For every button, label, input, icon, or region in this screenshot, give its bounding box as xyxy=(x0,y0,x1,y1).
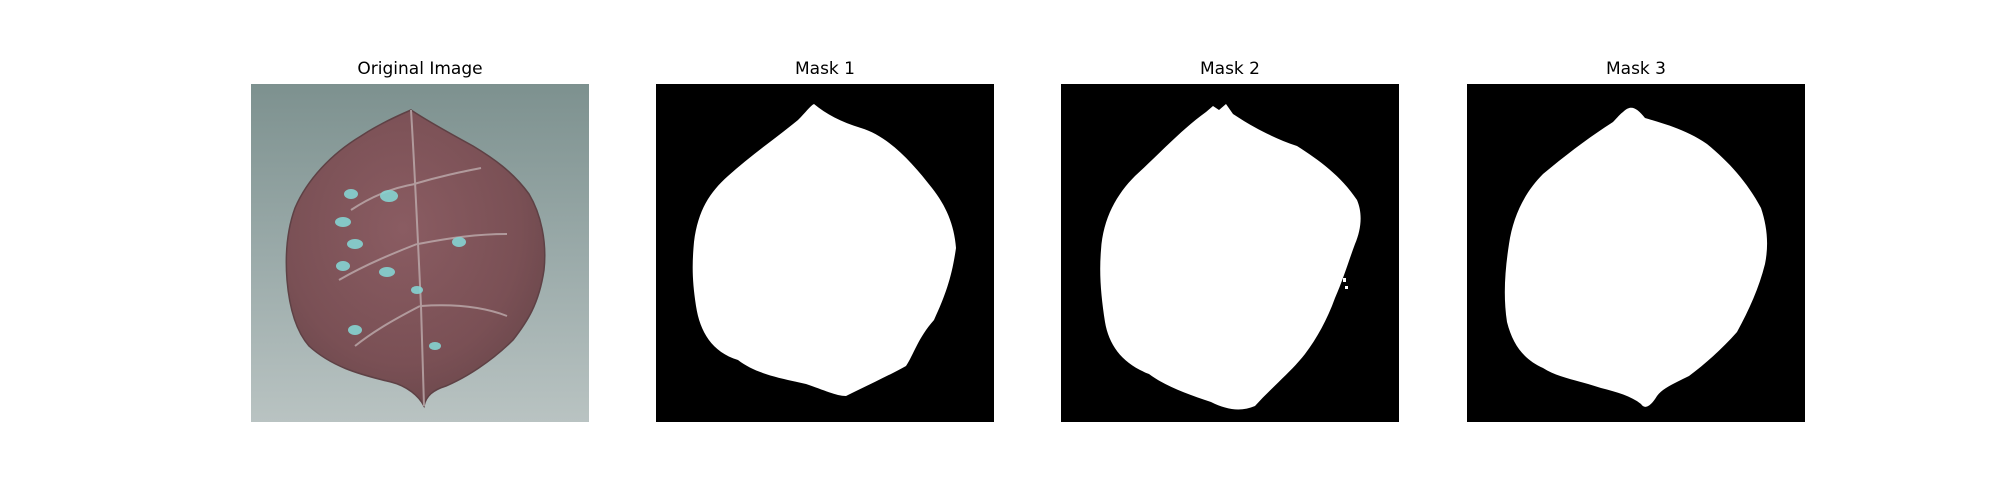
panel-title: Mask 2 xyxy=(1199,59,1260,79)
leaf-veins xyxy=(338,109,508,407)
lesion-spot xyxy=(411,286,423,294)
panel-title: Original Image xyxy=(357,59,483,79)
lesion-spot xyxy=(348,325,362,335)
lesion-spot xyxy=(379,267,395,277)
lesion-spot xyxy=(380,190,398,202)
panel-mask-2: Mask 2 xyxy=(1061,56,1399,422)
vein xyxy=(354,305,421,347)
panel-title: Mask 1 xyxy=(794,59,855,79)
panel-original-image: Original Image xyxy=(251,56,589,422)
midrib xyxy=(410,109,425,407)
mask-foreground xyxy=(1100,104,1361,410)
mask-noise-specks xyxy=(1335,272,1348,289)
panel-mask-1: Mask 1 xyxy=(656,56,994,422)
vein xyxy=(417,233,508,245)
lesion-spot xyxy=(335,217,351,227)
panel-mask-3: Mask 3 xyxy=(1467,56,1805,422)
vein xyxy=(413,167,482,185)
lesion-spot xyxy=(429,342,441,350)
lesion-spot xyxy=(344,189,358,199)
mask-1-image xyxy=(656,84,994,422)
mask-foreground xyxy=(1504,107,1768,407)
vein xyxy=(338,243,418,281)
lesion-spot xyxy=(336,261,350,271)
lesion-spot xyxy=(347,239,363,249)
panel-title: Mask 3 xyxy=(1605,59,1666,79)
mask-3-image xyxy=(1467,84,1805,422)
lesion-spot xyxy=(452,237,466,247)
leaf-lesions xyxy=(335,189,466,350)
original-leaf-image xyxy=(251,84,589,422)
mask-2-image xyxy=(1061,84,1399,422)
vein xyxy=(420,304,508,317)
mask-foreground xyxy=(692,104,956,396)
